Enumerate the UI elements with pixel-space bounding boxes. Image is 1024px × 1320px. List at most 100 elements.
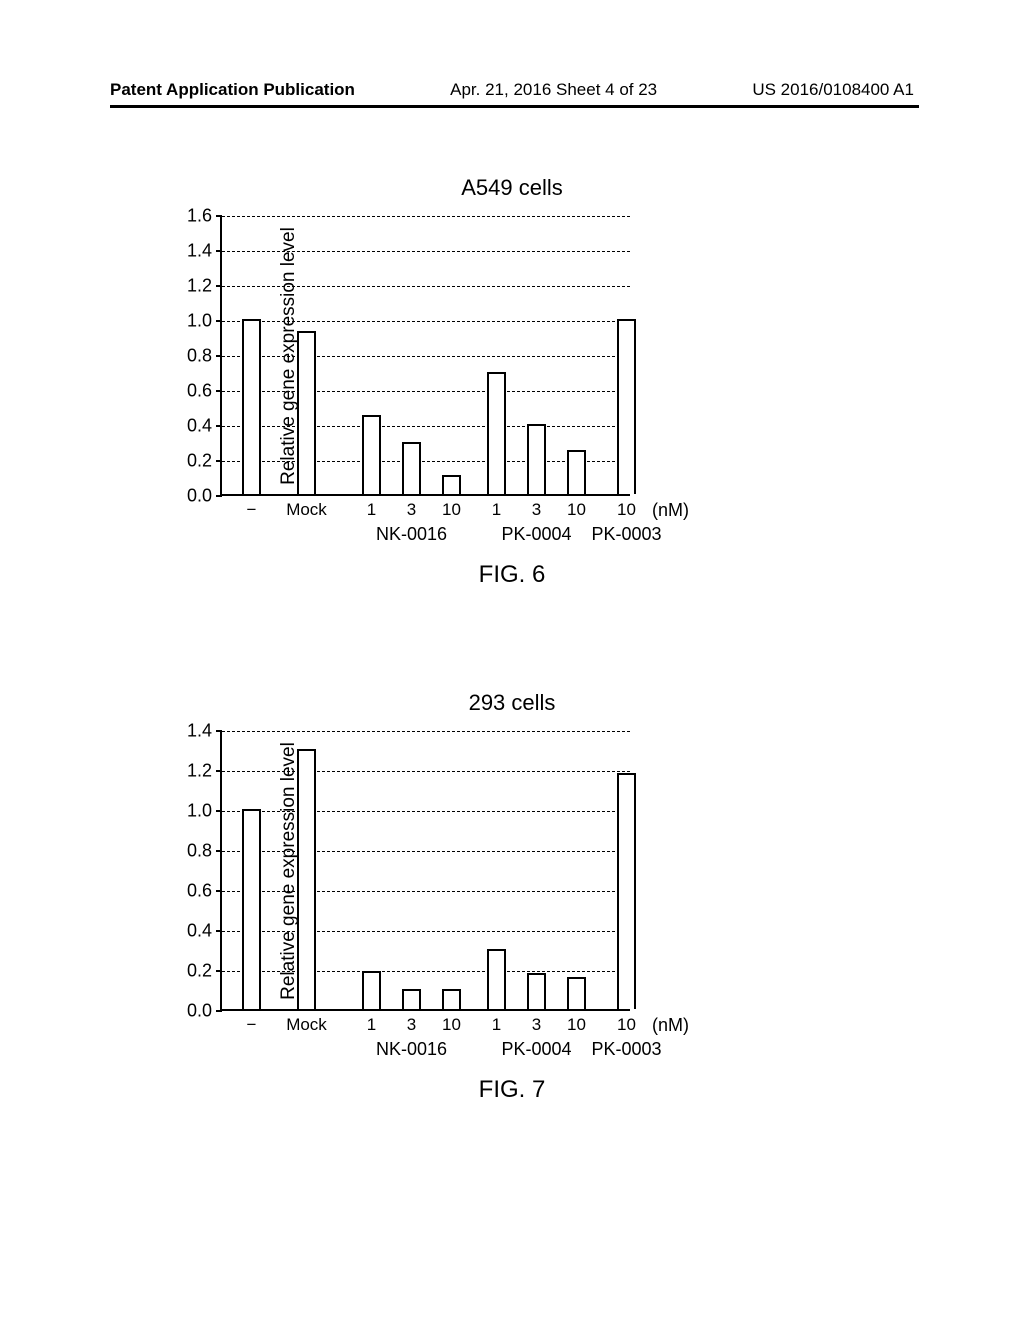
- bar: [297, 331, 316, 494]
- ytick: [216, 1010, 222, 1012]
- ytick: [216, 390, 222, 392]
- xtick-label: 3: [407, 500, 416, 520]
- bar: [297, 749, 316, 1009]
- gridline: [222, 356, 630, 357]
- fig6-caption: FIG. 6: [0, 561, 1024, 589]
- ytick: [216, 320, 222, 322]
- ytick: [216, 495, 222, 497]
- bar: [527, 424, 546, 494]
- xtick-label: 3: [532, 500, 541, 520]
- gridline: [222, 286, 630, 287]
- gridline: [222, 811, 630, 812]
- ytick-label: 1.4: [187, 241, 212, 262]
- group-label: PK-0003: [591, 1039, 661, 1060]
- gridline: [222, 426, 630, 427]
- gridline: [222, 851, 630, 852]
- xtick-label: 10: [567, 500, 586, 520]
- header-rule: [110, 105, 919, 108]
- xtick-label: 10: [567, 1015, 586, 1035]
- group-label: PK-0004: [501, 524, 571, 545]
- group-label: NK-0016: [376, 524, 447, 545]
- ytick-label: 0.8: [187, 841, 212, 862]
- fig7-plot: 0.00.20.40.60.81.01.21.4−Mock1310131010(…: [220, 731, 630, 1011]
- ytick: [216, 730, 222, 732]
- ytick-label: 0.8: [187, 346, 212, 367]
- group-label: NK-0016: [376, 1039, 447, 1060]
- bar: [527, 973, 546, 1009]
- ytick-label: 0.6: [187, 881, 212, 902]
- bar: [242, 809, 261, 1009]
- xtick-label: 10: [617, 500, 636, 520]
- bar: [242, 319, 261, 494]
- ytick-label: 0.0: [187, 486, 212, 507]
- unit-label: (nM): [652, 500, 689, 521]
- xtick-label: 1: [492, 500, 501, 520]
- ytick: [216, 930, 222, 932]
- bar: [362, 415, 381, 494]
- fig6-title: A549 cells: [0, 175, 1024, 201]
- bar: [402, 989, 421, 1009]
- ytick-label: 0.6: [187, 381, 212, 402]
- xtick-label: 10: [442, 500, 461, 520]
- gridline: [222, 321, 630, 322]
- ytick-label: 1.2: [187, 276, 212, 297]
- xtick-label: −: [247, 1015, 257, 1035]
- xtick-label: 10: [442, 1015, 461, 1035]
- xtick-label: 3: [532, 1015, 541, 1035]
- ytick-label: 0.4: [187, 416, 212, 437]
- bar: [617, 773, 636, 1009]
- bar: [617, 319, 636, 494]
- group-label: PK-0004: [501, 1039, 571, 1060]
- xtick-label: 10: [617, 1015, 636, 1035]
- gridline: [222, 891, 630, 892]
- ytick-label: 1.6: [187, 206, 212, 227]
- figure-6: A549 cells Relative gene expression leve…: [0, 175, 1024, 589]
- bar: [442, 989, 461, 1009]
- gridline: [222, 216, 630, 217]
- ytick-label: 1.4: [187, 721, 212, 742]
- header-left: Patent Application Publication: [110, 80, 355, 100]
- ytick-label: 0.0: [187, 1001, 212, 1022]
- group-label: PK-0003: [591, 524, 661, 545]
- xtick-label: −: [247, 500, 257, 520]
- fig6-plot: 0.00.20.40.60.81.01.21.41.6−Mock13101310…: [220, 216, 630, 496]
- page-header: Patent Application Publication Apr. 21, …: [0, 80, 1024, 100]
- ytick: [216, 850, 222, 852]
- xtick-label: Mock: [286, 500, 327, 520]
- bar: [487, 372, 506, 495]
- ytick-label: 1.2: [187, 761, 212, 782]
- fig7-title: 293 cells: [0, 690, 1024, 716]
- ytick: [216, 355, 222, 357]
- ytick: [216, 810, 222, 812]
- fig6-chart: Relative gene expression level 0.00.20.4…: [220, 216, 720, 496]
- xtick-label: 1: [492, 1015, 501, 1035]
- xtick-label: Mock: [286, 1015, 327, 1035]
- xtick-label: 1: [367, 500, 376, 520]
- ytick: [216, 890, 222, 892]
- bar: [567, 450, 586, 494]
- header-right: US 2016/0108400 A1: [752, 80, 914, 100]
- ytick: [216, 285, 222, 287]
- ytick-label: 0.2: [187, 451, 212, 472]
- ytick: [216, 970, 222, 972]
- bar: [442, 475, 461, 494]
- ytick: [216, 215, 222, 217]
- gridline: [222, 931, 630, 932]
- xtick-label: 3: [407, 1015, 416, 1035]
- ytick-label: 0.2: [187, 961, 212, 982]
- bar: [362, 971, 381, 1009]
- fig7-caption: FIG. 7: [0, 1076, 1024, 1104]
- bar: [487, 949, 506, 1009]
- ytick: [216, 425, 222, 427]
- xtick-label: 1: [367, 1015, 376, 1035]
- unit-label: (nM): [652, 1015, 689, 1036]
- ytick-label: 1.0: [187, 311, 212, 332]
- bar: [402, 442, 421, 495]
- ytick-label: 1.0: [187, 801, 212, 822]
- figure-7: 293 cells Relative gene expression level…: [0, 690, 1024, 1104]
- ytick: [216, 460, 222, 462]
- ytick-label: 0.4: [187, 921, 212, 942]
- gridline: [222, 391, 630, 392]
- gridline: [222, 971, 630, 972]
- ytick: [216, 770, 222, 772]
